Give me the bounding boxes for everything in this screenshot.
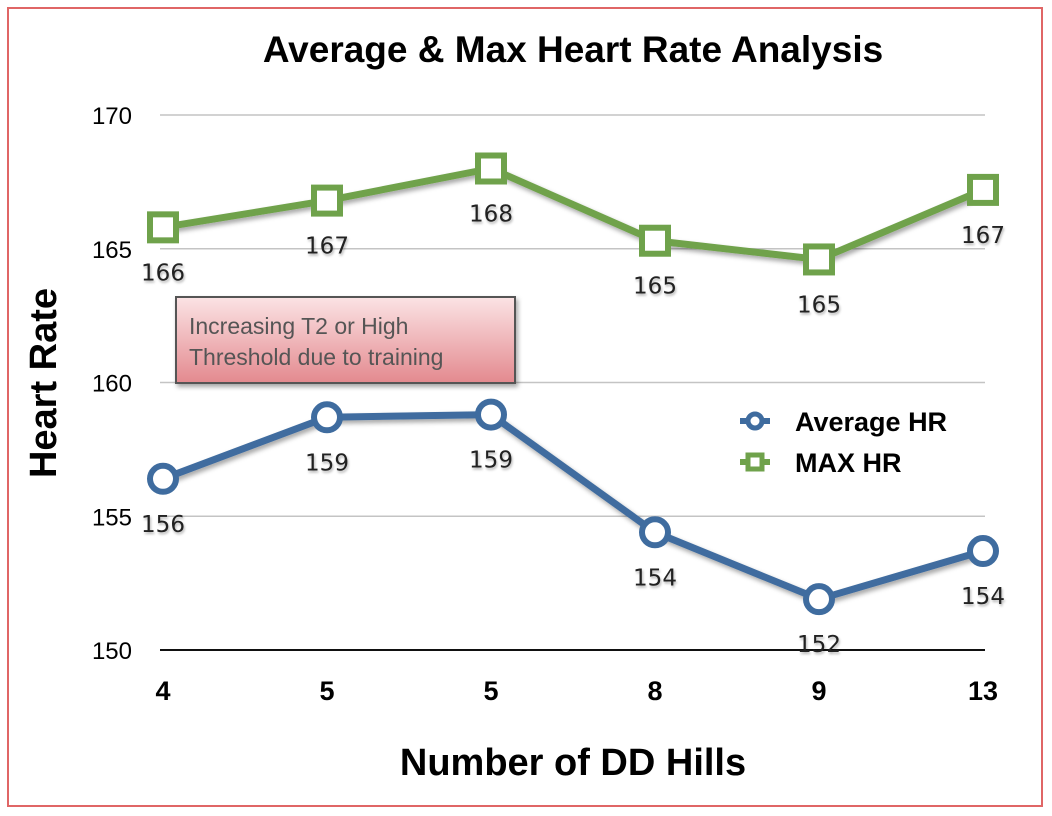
data-point (803, 583, 835, 616)
data-label: 154 (961, 584, 1005, 610)
data-point (475, 398, 507, 431)
data-label: 166 (141, 260, 185, 286)
data-label: 165 (797, 292, 841, 318)
chart-title: Average & Max Heart Rate Analysis (263, 29, 883, 70)
x-axis-ticks: 4 5 5 8 9 13 (155, 676, 998, 706)
annotation-background (175, 296, 516, 384)
chart-frame (7, 7, 1043, 807)
data-point (311, 184, 343, 217)
data-label: 167 (305, 234, 349, 260)
x-axis-title: Number of DD Hills (400, 742, 746, 784)
series-average-hr: 156 159 159 154 152 154 (141, 398, 1005, 658)
series-line (159, 165, 987, 263)
y-tick-label: 155 (92, 504, 132, 531)
x-tick-label: 8 (647, 676, 662, 706)
data-point (967, 173, 999, 206)
legend-item-average-hr: Average HR (740, 407, 947, 437)
x-tick-label: 4 (155, 676, 170, 706)
y-axis-ticks: 150 155 160 165 170 (92, 103, 132, 665)
data-label: 154 (633, 565, 677, 591)
annotation-box: Increasing T2 or High Threshold due to t… (175, 296, 516, 384)
data-point (639, 516, 671, 549)
x-tick-label: 13 (968, 676, 998, 706)
y-tick-label: 165 (92, 237, 132, 264)
data-label: 156 (141, 512, 185, 538)
legend-label-max-hr: MAX HR (795, 448, 902, 478)
y-tick-label: 160 (92, 371, 132, 398)
legend-item-max-hr: MAX HR (740, 448, 902, 478)
legend-label-average-hr: Average HR (795, 407, 947, 437)
data-label: 168 (469, 202, 513, 228)
y-tick-label: 170 (92, 103, 132, 130)
data-point (147, 211, 179, 244)
annotation-line-1: Increasing T2 or High (189, 313, 408, 339)
data-point (147, 462, 179, 495)
y-axis-title: Heart Rate (23, 288, 65, 478)
legend-marker-max-hr (745, 452, 765, 472)
legend: Average HR MAX HR (740, 407, 947, 478)
series-layer: 156 159 159 154 152 154 166 167 168 165 165 167 (141, 152, 1005, 658)
data-label: 165 (633, 274, 677, 300)
data-point (803, 243, 835, 276)
data-label: 159 (305, 450, 349, 476)
series-max-hr: 166 167 168 165 165 167 (141, 152, 1005, 318)
x-tick-label: 9 (811, 676, 826, 706)
x-tick-label: 5 (483, 676, 498, 706)
series-line (159, 411, 987, 603)
legend-marker-average-hr (745, 411, 765, 431)
data-point (475, 152, 507, 185)
data-point (967, 535, 999, 568)
y-tick-label: 150 (92, 638, 132, 665)
data-label: 159 (469, 448, 513, 474)
data-point (639, 224, 671, 257)
x-tick-label: 5 (319, 676, 334, 706)
data-point (311, 401, 343, 434)
annotation-line-2: Threshold due to training (189, 344, 443, 370)
data-label: 152 (797, 632, 841, 658)
data-label: 167 (961, 223, 1005, 249)
